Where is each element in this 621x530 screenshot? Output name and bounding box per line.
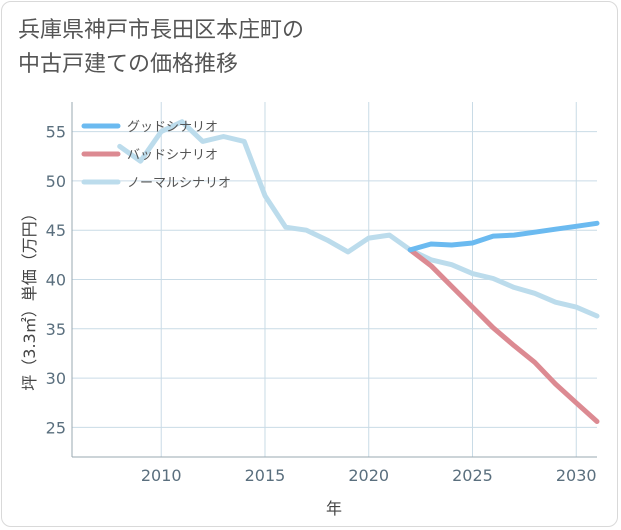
x-tick-label: 2025 — [452, 466, 493, 485]
series-line-normal — [117, 119, 600, 319]
y-tick-label: 55 — [46, 123, 66, 142]
chart-title-line-1: 兵庫県神戸市長田区本庄町の — [18, 18, 305, 43]
series-line-bad — [407, 247, 600, 424]
x-tick-label: 2015 — [245, 466, 286, 485]
y-axis-label: 坪（3.3㎡）単価（万円） — [20, 205, 39, 390]
legend-label-good: グッドシナリオ — [127, 120, 218, 135]
x-tick-label: 2010 — [141, 466, 182, 485]
y-tick-label: 45 — [46, 221, 66, 240]
tick-labels: 2010 2015 2020 2025 2030 25 30 35 40 45 50 55 — [46, 123, 597, 485]
series-line-good — [407, 220, 600, 253]
grid — [72, 102, 597, 457]
axes — [71, 102, 597, 458]
y-tick-label: 35 — [46, 320, 66, 339]
x-tick-label: 2030 — [556, 466, 597, 485]
legend-label-normal: ノーマルシナリオ — [127, 176, 231, 191]
y-tick-label: 40 — [46, 271, 66, 290]
chart-title-line-2: 中古戸建ての価格推移 — [18, 52, 239, 77]
y-tick-label: 30 — [46, 369, 66, 388]
x-axis-label: 年 — [326, 499, 342, 518]
legend-label-bad: バッドシナリオ — [127, 148, 218, 163]
y-tick-label: 50 — [46, 172, 66, 191]
y-tick-label: 25 — [46, 418, 66, 437]
series-lines — [117, 119, 600, 424]
x-tick-label: 2020 — [348, 466, 389, 485]
chart-title: 兵庫県神戸市長田区本庄町の 中古戸建ての価格推移 — [18, 14, 304, 82]
